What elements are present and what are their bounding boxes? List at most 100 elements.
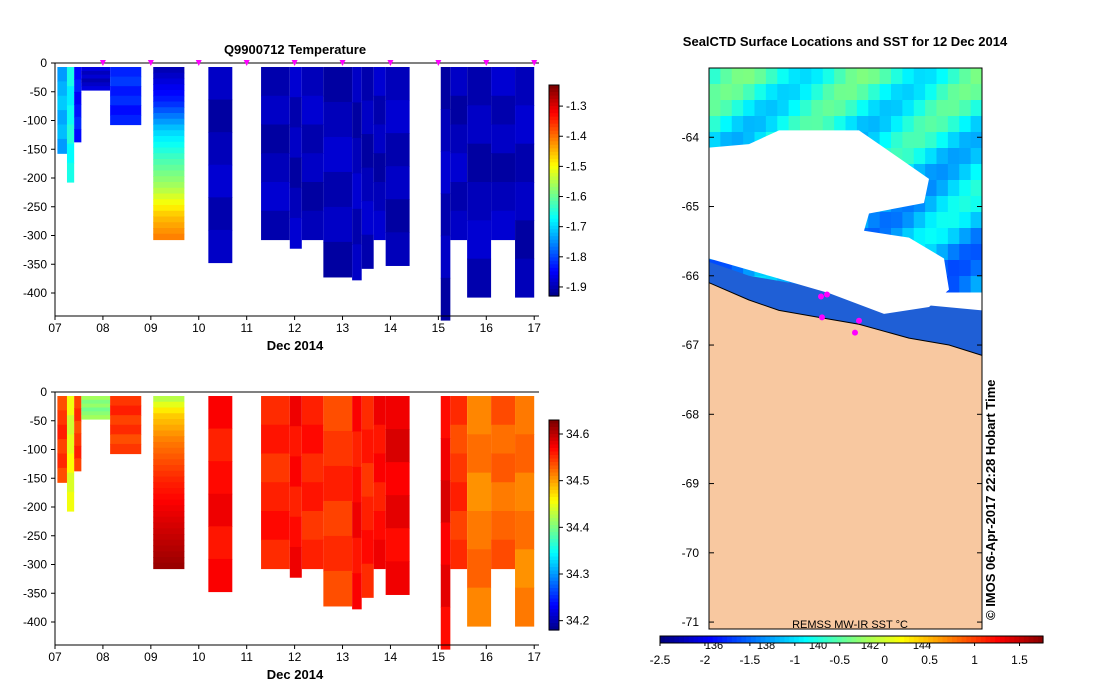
sst-scale-cell (1014, 636, 1020, 643)
colorbar-cell (549, 588, 559, 593)
profile-cell (373, 182, 386, 212)
profile-cell (74, 458, 82, 472)
sst-cell (754, 116, 767, 133)
sst-label: REMSS MW-IR SST °C (792, 619, 908, 631)
y-tick-label: -400 (23, 615, 47, 629)
profile-cell (301, 67, 324, 97)
sst-cell (879, 132, 892, 149)
profile-cell (323, 241, 353, 278)
profile-cell (261, 539, 290, 570)
sst-scale-cell (712, 636, 719, 643)
colorbar-cell (549, 434, 559, 439)
profile-13 (373, 396, 386, 570)
profile-cell (153, 419, 185, 426)
sst-cell (845, 100, 858, 117)
profile-14 (385, 396, 410, 595)
profile-cell (361, 134, 374, 169)
profile-11 (352, 67, 362, 281)
profile-cell (153, 470, 185, 478)
sst-scale-cell (995, 636, 1001, 643)
sst-scale-cell (803, 636, 810, 643)
profile-cell (153, 210, 185, 218)
sst-cell (947, 148, 960, 165)
sst-cell (811, 84, 824, 101)
sst-scale-cell (961, 636, 967, 643)
profile-cell (289, 456, 302, 488)
sst-scale-cell (918, 636, 924, 643)
sst-cell (902, 132, 915, 149)
colorbar-cell (549, 420, 559, 425)
profile-cell (74, 445, 82, 459)
sst-cell (891, 84, 903, 101)
profile-cell (289, 516, 302, 548)
x-tick-label: 13 (336, 650, 350, 664)
profile-cell (153, 407, 185, 414)
colorbar-cell (549, 253, 559, 258)
profile-cell (467, 549, 492, 589)
sst-cell (947, 132, 960, 149)
sst-cell (845, 116, 858, 133)
y-tick-label: -200 (23, 171, 47, 185)
profile-cell (208, 132, 233, 166)
colorbar-cell (549, 162, 559, 167)
sst-cell (936, 164, 949, 181)
profile-cell (289, 157, 302, 189)
profile-cell (57, 81, 67, 97)
colorbar-cell (549, 542, 559, 547)
sst-scale-cell (808, 636, 814, 643)
sst-cell (902, 84, 915, 101)
profile-cell (289, 187, 302, 219)
profile-cell (208, 396, 233, 430)
profile-9 (301, 396, 324, 570)
x-tick-label: 17 (528, 321, 542, 335)
colorbar-cell (549, 179, 559, 185)
colorbar-cell (549, 584, 559, 589)
sst-cell (754, 100, 767, 117)
colorbar-cell (549, 577, 559, 582)
colorbar-cell (549, 444, 559, 449)
profile-cell (261, 95, 290, 126)
colorbar-label: 34.5 (566, 474, 590, 488)
colorbar-cell (549, 176, 559, 181)
profile-cell (153, 113, 185, 120)
sst-cell (913, 84, 926, 101)
profile-cell (74, 396, 82, 410)
sst-cell (720, 100, 733, 117)
profile-cell (450, 396, 468, 426)
sst-scale-cell (741, 636, 747, 643)
profile-cell (261, 67, 290, 97)
profile-cell (491, 539, 516, 570)
x-tick-label: 10 (192, 650, 206, 664)
colorbar-cell (549, 141, 559, 146)
profile-cell (467, 67, 492, 106)
sst-cell (845, 84, 858, 101)
sst-cell (936, 132, 949, 149)
sst-cell (788, 68, 801, 85)
profile-cell (153, 493, 185, 501)
profile-cell (110, 67, 142, 78)
temperature-axes: 0 -50 -100 -150 -200 -250 -300 -350 -400 07 08 09 10… (23, 56, 541, 335)
colorbar-cell (549, 260, 559, 265)
sst-scale-cell (770, 636, 776, 643)
sst-scale-cell (937, 636, 944, 643)
profile-cell (301, 95, 324, 126)
sst-cell (936, 116, 949, 133)
sst-scale-cell (827, 636, 833, 643)
colorbar-cell (549, 281, 559, 287)
profile-cell (323, 101, 353, 138)
profile-cell (352, 137, 362, 174)
sst-cell (868, 212, 881, 229)
sst-scale-cell (1009, 636, 1015, 643)
profile-cell (153, 130, 185, 137)
profile-cell (491, 124, 516, 154)
profile-cell (57, 424, 67, 440)
profile-cell (153, 216, 185, 223)
sst-cell (777, 116, 790, 133)
no-data-area (709, 130, 949, 314)
profile-cell (81, 74, 111, 80)
colorbar-cell (549, 518, 559, 523)
colorbar-cell (549, 483, 559, 488)
colorbar-cell (549, 197, 559, 202)
colorbar-cell (549, 525, 559, 530)
profile-cell (153, 499, 185, 506)
